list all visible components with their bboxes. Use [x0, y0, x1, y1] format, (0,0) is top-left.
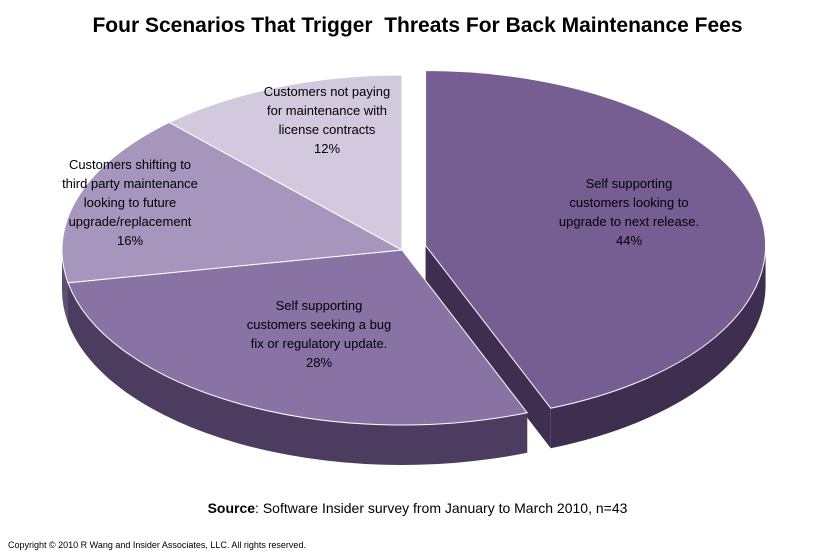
- source-note: Source: Software Insider survey from Jan…: [0, 500, 835, 516]
- slice-rim: [68, 282, 528, 465]
- slice-label-line: customers seeking a bug: [247, 317, 392, 332]
- slice-label-line: customers looking to: [569, 195, 688, 210]
- chart-title: Four Scenarios That Trigger Threats For …: [92, 14, 743, 37]
- source-label: Source: [207, 500, 256, 516]
- slice-label-line: upgrade/replacement: [69, 214, 192, 229]
- slice-tops: [61, 70, 767, 426]
- pie-slice: [61, 121, 404, 284]
- slice-value-label: 12%: [314, 141, 340, 156]
- slice-label-line: for maintenance with: [267, 103, 387, 118]
- slice-label-line: Customers not paying: [264, 84, 390, 99]
- slice-rim: [550, 245, 766, 449]
- slice-label-line: fix or regulatory update.: [251, 336, 388, 351]
- slice-labels: Self supporting customers looking to upgra…: [62, 84, 699, 370]
- pie-slice: [425, 70, 767, 409]
- slice-label-line: looking to future: [84, 195, 177, 210]
- slice-label-line: upgrade to next release.: [559, 214, 699, 229]
- slice-label: Customers shifting to third party mainten…: [62, 157, 198, 248]
- slice-value-label: 16%: [117, 233, 143, 248]
- pie-slice: [168, 74, 403, 251]
- slice-label-line: third party maintenance: [62, 176, 198, 191]
- source-text: : Software Insider survey from January t…: [255, 500, 628, 516]
- slice-value-label: 44%: [616, 233, 642, 248]
- copyright-text: Copyright © 2010 R Wang and Insider Asso…: [8, 540, 306, 550]
- slice-label-line: Customers shifting to: [69, 157, 191, 172]
- slice-label: Self supporting customers seeking a bug fi…: [247, 298, 392, 370]
- slice-wall: [425, 245, 551, 449]
- slice-label: Customers not paying for maintenance with…: [264, 84, 390, 156]
- slice-label-line: license contracts: [279, 122, 376, 137]
- pie-slice: [67, 249, 529, 426]
- slice-label-line: Self supporting: [586, 176, 673, 191]
- slice-value-label: 28%: [306, 355, 332, 370]
- slice-label: Self supporting customers looking to upgra…: [559, 176, 699, 248]
- slice-label-line: Self supporting: [276, 298, 363, 313]
